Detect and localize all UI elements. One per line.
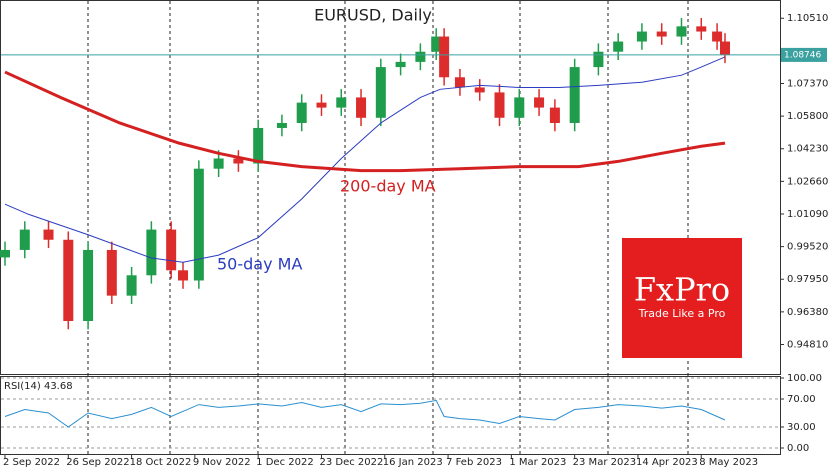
logo-box [622, 238, 742, 358]
candle-body [549, 107, 560, 123]
rsi-line [4, 399, 726, 428]
candle-body [720, 41, 730, 55]
candle-body [43, 229, 54, 240]
candle-body [415, 51, 426, 62]
y-tick-label: 1.04230 [787, 144, 828, 155]
y-tick-label: 1.10510 [787, 13, 828, 24]
candle-body [474, 87, 485, 93]
candle-body [83, 249, 94, 322]
candle-body [0, 249, 10, 258]
candle-body [696, 26, 707, 32]
rsi-title: RSI(14) 43.68 [4, 381, 73, 392]
x-tick-label: 1 Dec 2022 [256, 457, 314, 468]
y-tick-label: 100.00 [787, 373, 822, 384]
candle-body [178, 270, 189, 281]
candle-body [636, 31, 647, 42]
y-tick-label: 30.00 [787, 422, 816, 433]
candle-body [253, 127, 264, 164]
y-tick-label: 1.01090 [787, 209, 828, 220]
x-tick-label: 2 Sep 2022 [3, 457, 60, 468]
current-price-box [781, 47, 827, 62]
candle-body [494, 92, 505, 118]
candle-body [569, 67, 580, 123]
candle-body [336, 97, 347, 108]
current-price-label: 1.08746 [784, 50, 821, 60]
candle-body [106, 249, 117, 296]
candle-body [375, 67, 386, 118]
y-tick-label: 1.02660 [787, 176, 828, 187]
candle-body [439, 36, 450, 78]
y-tick-label: 70.00 [787, 394, 816, 405]
candle-body [316, 102, 327, 108]
main-frame [0, 0, 781, 375]
y-tick-label: 0.96380 [787, 307, 828, 318]
y-tick-label: 0.00 [787, 443, 809, 454]
y-tick-label: 0.97950 [787, 274, 828, 285]
rsi-frame [0, 376, 781, 455]
x-tick-label: 7 Feb 2023 [446, 457, 502, 468]
candle-body [19, 229, 30, 250]
candle-body [613, 41, 624, 52]
candle-body [676, 26, 687, 37]
candle-body [593, 51, 604, 68]
logo-name: FxPro [634, 271, 730, 309]
chart-title: EURUSD, Daily [314, 6, 432, 25]
x-tick-label: 9 Nov 2022 [193, 457, 251, 468]
candle-body [276, 122, 287, 128]
candle-body [296, 102, 307, 123]
ma-line [4, 56, 726, 263]
ma-line [4, 70, 726, 173]
y-tick-label: 1.05800 [787, 111, 828, 122]
candle-body [395, 61, 406, 68]
x-tick-label: 26 Sep 2022 [66, 457, 129, 468]
candle-body [146, 229, 157, 276]
x-tick-label: 16 Jan 2023 [383, 457, 443, 468]
candle-body [514, 97, 525, 118]
x-tick-label: 14 Apr 2023 [636, 457, 698, 468]
ma-label: 200-day MA [340, 177, 436, 196]
candle-body [63, 239, 74, 322]
candle-body [712, 31, 723, 42]
x-tick-label: 8 May 2023 [699, 457, 758, 468]
ma-label: 50-day MA [217, 255, 302, 274]
candle-body [431, 36, 442, 52]
candle-body [193, 168, 204, 281]
x-tick-label: 23 Mar 2023 [573, 457, 636, 468]
candle-body [534, 97, 545, 108]
logo-tagline: Trade Like a Pro [638, 307, 726, 320]
y-tick-label: 0.99520 [787, 242, 828, 253]
candle-body [166, 229, 177, 271]
x-tick-label: 23 Dec 2022 [319, 457, 383, 468]
candle-body [454, 77, 465, 88]
x-tick-label: 1 Mar 2023 [509, 457, 566, 468]
candle-body [126, 275, 137, 296]
y-tick-label: 1.07370 [787, 78, 828, 89]
candle-body [233, 158, 244, 164]
candle-body [356, 97, 367, 118]
x-tick-label: 18 Oct 2022 [130, 457, 192, 468]
candle-body [656, 31, 667, 37]
candle-body [213, 158, 224, 169]
y-tick-label: 0.94810 [787, 339, 828, 350]
